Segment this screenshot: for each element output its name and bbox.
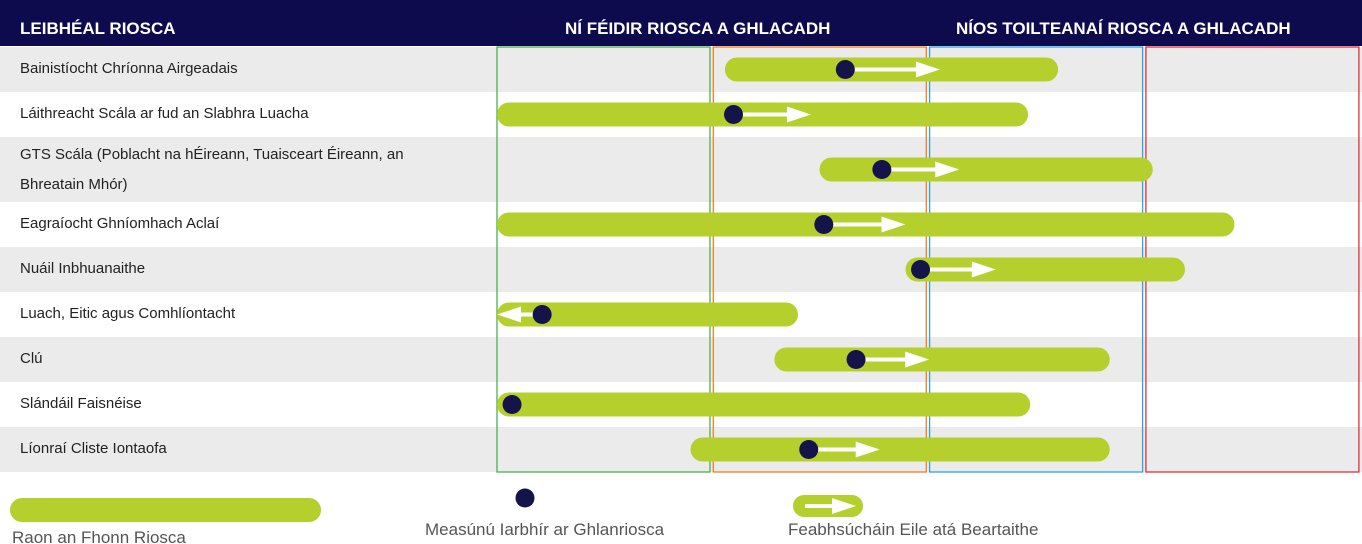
appetite-range [497,302,798,327]
legend-label: Feabhsúcháin Eile atá Beartaithe [788,520,1039,539]
appetite-range [774,347,1110,372]
header-band [0,0,1362,46]
zone-header: NÍ FÉIDIR RIOSCA A GHLACADH [565,19,831,38]
current-assessment [799,440,819,459]
current-assessment [835,60,855,79]
current-assessment [724,105,743,124]
planned-arrow [890,161,960,178]
current-assessment [532,305,552,324]
planned-arrow [929,261,996,278]
row-label: Nuáil Inbhuanaithe [20,260,146,277]
legend-dot [515,488,535,508]
planned-arrow [832,216,906,233]
row-label: GTS Scála (Poblacht na hÉireann, Tuaisce… [20,146,404,193]
current-assessment [872,160,892,179]
planned-arrow [817,441,880,458]
legend-label: Measúnú Iarbhír ar Ghlanriosca [425,520,665,539]
row-label: Luach, Eitic agus Comhlíontacht [20,305,236,322]
current-assessment [911,260,931,279]
appetite-range [690,437,1110,462]
legend-range [10,498,321,522]
planned-arrow [497,306,534,323]
zone-header: NÍOS TOILTEANAÍ RIOSCA A GHLACADH [956,19,1291,38]
row-label: Clú [20,350,43,367]
legend-label: Raon an Fhonn Riosca [12,528,186,544]
row-band [0,427,1362,472]
row-label: Láithreacht Scála ar fud an Slabhra Luac… [20,105,309,122]
appetite-range [497,392,1031,417]
planned-arrow [805,498,856,514]
row-label: Slándáil Faisnéise [20,395,142,412]
row-label: Líonraí Cliste Iontaofa [20,440,167,457]
appetite-range [819,157,1153,182]
zone-outline [496,46,711,473]
row-band [0,47,1362,92]
current-assessment [502,395,522,414]
header-title: LEIBHÉAL RIOSCA [20,19,176,38]
planned-arrow [865,351,930,368]
current-assessment [814,215,834,234]
planned-arrow [854,61,940,78]
planned-arrow [742,106,811,123]
current-assessment [846,350,866,369]
row-label: Bainistíocht Chríonna Airgeadais [20,60,238,77]
row-band [0,337,1362,382]
row-label: Eagraíocht Ghníomhach Aclaí [20,215,220,232]
